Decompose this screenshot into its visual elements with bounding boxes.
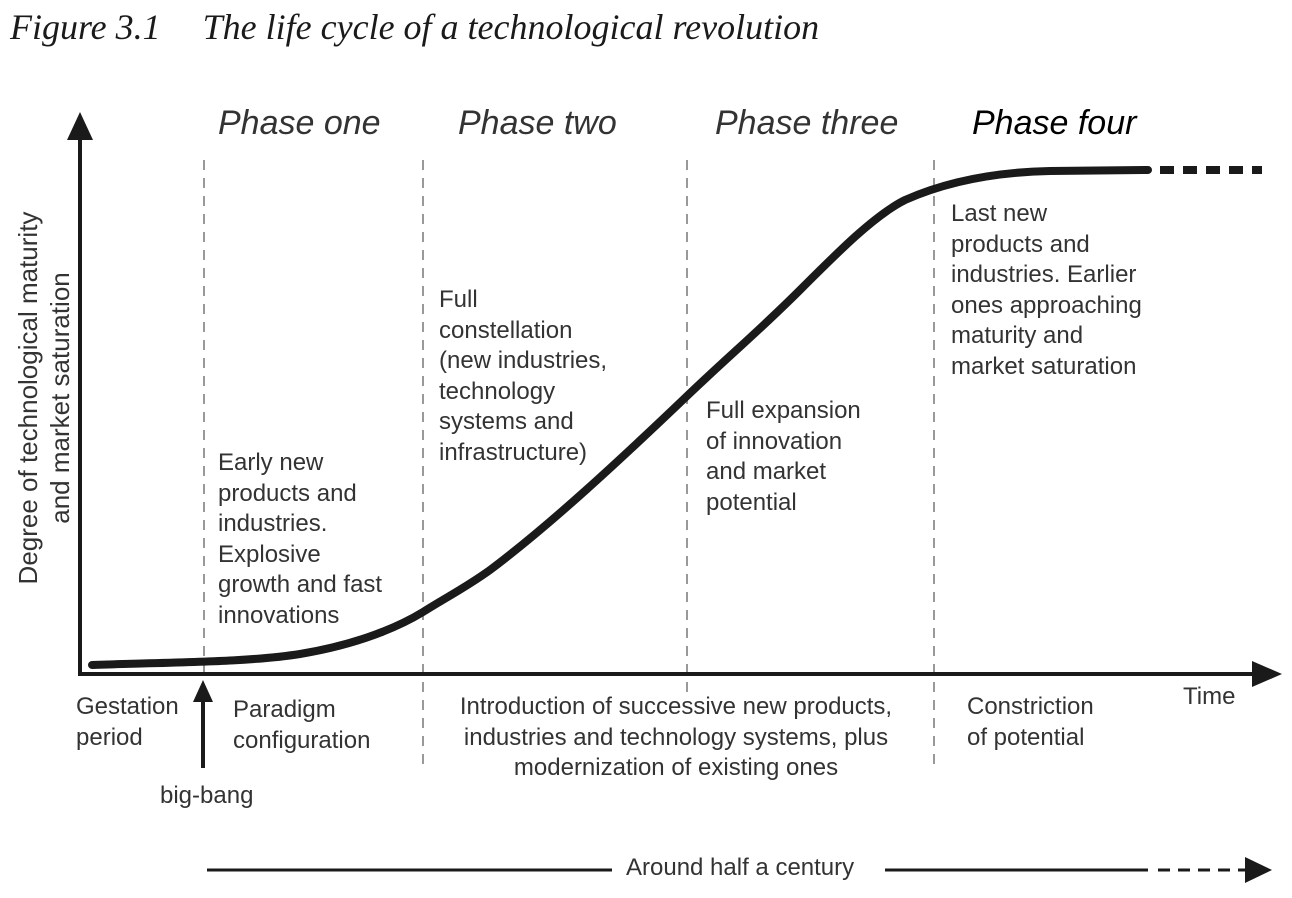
paradigm-configuration-label: Paradigm configuration	[233, 696, 371, 754]
phase-four-heading: Phase four	[972, 104, 1137, 142]
y-axis-label: Degree of technological maturity and mar…	[13, 211, 75, 585]
y-axis-arrowhead	[67, 112, 93, 140]
figure-number: Figure 3.1	[10, 7, 161, 47]
big-bang-arrowhead	[193, 680, 213, 702]
figure-caption: The life cycle of a technological revolu…	[202, 7, 820, 47]
phase-three-heading: Phase three	[715, 104, 899, 142]
figure-title: Figure 3.1 The life cycle of a technologi…	[10, 6, 819, 48]
x-axis-arrowhead	[1252, 661, 1282, 687]
gestation-period-label: Gestation period	[76, 693, 179, 751]
constriction-label: Constriction of potential	[967, 693, 1094, 751]
maturity-curve	[88, 166, 1152, 669]
introduction-label: Introduction of successive new products,…	[459, 693, 893, 781]
phase-one-description: Early new products and industries. Explo…	[218, 449, 383, 629]
phase-one-heading: Phase one	[218, 104, 381, 142]
phase-two-heading: Phase two	[458, 104, 617, 142]
x-axis-label: Time	[1183, 683, 1236, 710]
big-bang-label: big-bang	[160, 782, 254, 809]
phase-four-description: Last new products and industries. Earlie…	[951, 200, 1142, 380]
phase-three-description: Full expansion of innovation and market …	[706, 397, 861, 516]
timeline-arrowhead	[1245, 857, 1272, 883]
phase-two-description: Full constellation (new industries, tech…	[439, 286, 608, 466]
duration-label: Around half a century	[626, 854, 855, 881]
